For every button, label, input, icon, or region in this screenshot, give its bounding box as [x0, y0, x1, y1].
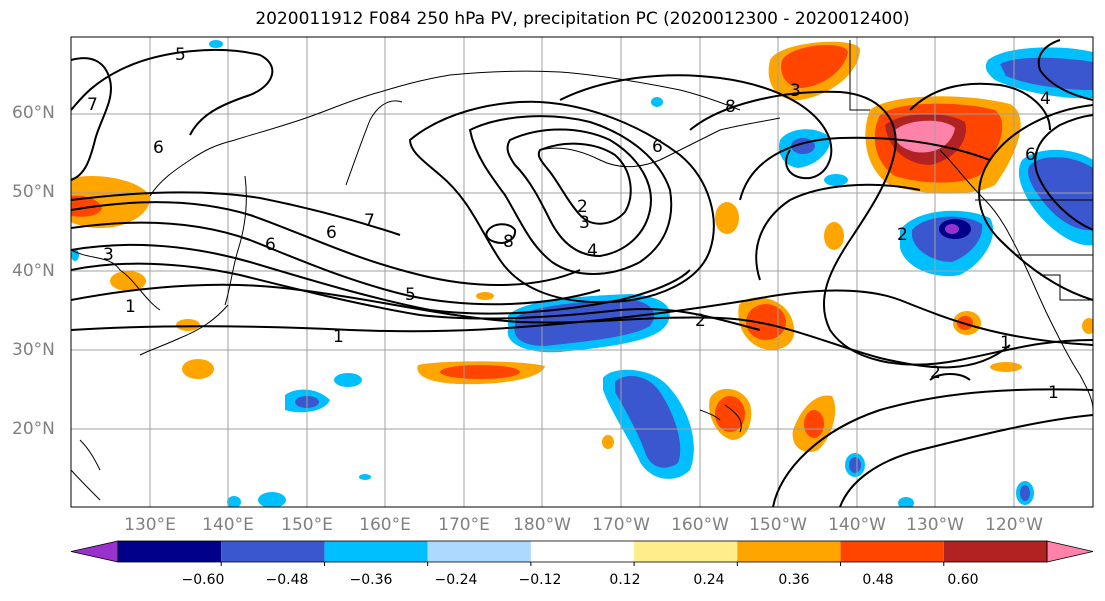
contour-label: 6: [265, 235, 276, 255]
lat-label: 50°N: [12, 182, 55, 202]
pv-contours: [71, 39, 1093, 507]
colorbar-tick-label: −0.36: [349, 572, 393, 588]
colorbar-segment: [737, 541, 841, 562]
colorbar-segment: [530, 541, 635, 562]
graticule: [71, 37, 1093, 507]
colorbar-segment: [427, 541, 531, 562]
contour-label: 6: [652, 137, 663, 157]
contour-label: 3: [579, 213, 590, 233]
contour-label: 2: [897, 225, 908, 245]
lon-label: 140°W: [828, 515, 886, 535]
contour-label: 4: [587, 241, 598, 261]
contour-label: 1: [333, 327, 344, 347]
contour-label: 7: [87, 95, 98, 115]
colorbar-tick-label: 0.12: [609, 572, 641, 588]
colorbar-tick-label: 0.24: [693, 572, 725, 588]
coastlines: [71, 40, 1093, 501]
colorbar-segment: [943, 541, 1047, 562]
lat-label: 30°N: [12, 340, 55, 360]
lon-label: 160°E: [359, 515, 411, 535]
contour-label: 5: [405, 285, 416, 305]
colorbar-extend-min: [70, 540, 119, 563]
contour-label: 4: [1040, 89, 1051, 109]
colorbar-segment: [840, 541, 944, 562]
lat-label: 40°N: [12, 261, 55, 281]
lon-label: 120°W: [985, 515, 1043, 535]
lon-label: 150°E: [281, 515, 333, 535]
colorbar-extend-max: [1046, 540, 1094, 563]
precipitation-shading: [71, 40, 1093, 507]
contour-label: 1: [125, 297, 136, 317]
contour-label-group: 5 7 6 3 1 6 7 6 5 1 2 3 4 8 6 8 2 3 2 1 …: [87, 45, 1059, 403]
contour-label: 1: [1000, 333, 1011, 353]
lat-label: 60°N: [12, 103, 55, 123]
contour-label: 2: [577, 197, 588, 217]
contour-label: 8: [503, 232, 514, 252]
colorbar-segment: [634, 541, 738, 562]
contour-label: 3: [103, 245, 114, 265]
lon-label: 170°E: [438, 515, 490, 535]
contour-label: 2: [930, 363, 941, 383]
colorbar-tick-label: 0.60: [947, 572, 979, 588]
colorbar-tick-label: −0.60: [181, 572, 225, 588]
colorbar-segment: [118, 541, 222, 562]
colorbar-frame: [117, 540, 1048, 563]
map-title: 2020011912 F084 250 hPa PV, precipitatio…: [255, 9, 910, 29]
colorbar-tick-label: 0.36: [778, 572, 810, 588]
lon-label: 140°E: [202, 515, 254, 535]
colorbar-segment: [221, 541, 325, 562]
contour-label: 6: [326, 223, 337, 243]
lon-label: 160°W: [671, 515, 729, 535]
lat-label: 20°N: [12, 419, 55, 439]
colorbar-tick-label: −0.48: [265, 572, 309, 588]
contour-label: 6: [153, 138, 164, 158]
contour-label: 6: [1025, 145, 1036, 165]
colorbar-tick-label: −0.12: [518, 572, 562, 588]
colorbar-tick-label: 0.48: [862, 572, 894, 588]
contour-label: 2: [695, 311, 706, 331]
contour-label: 8: [725, 97, 736, 117]
lon-label: 150°W: [749, 515, 807, 535]
lon-label: 180°W: [513, 515, 571, 535]
map-frame: [70, 36, 1094, 508]
colorbar: [70, 540, 1094, 566]
lon-label: 130°E: [124, 515, 176, 535]
contour-label: 1: [1048, 383, 1059, 403]
lon-label: 130°W: [906, 515, 964, 535]
colorbar-tick-label: −0.24: [434, 572, 478, 588]
colorbar-segment: [324, 541, 428, 562]
contour-label: 7: [364, 211, 375, 231]
contour-label: 5: [175, 45, 186, 65]
contour-label: 3: [790, 81, 801, 101]
lon-label: 170°W: [592, 515, 650, 535]
